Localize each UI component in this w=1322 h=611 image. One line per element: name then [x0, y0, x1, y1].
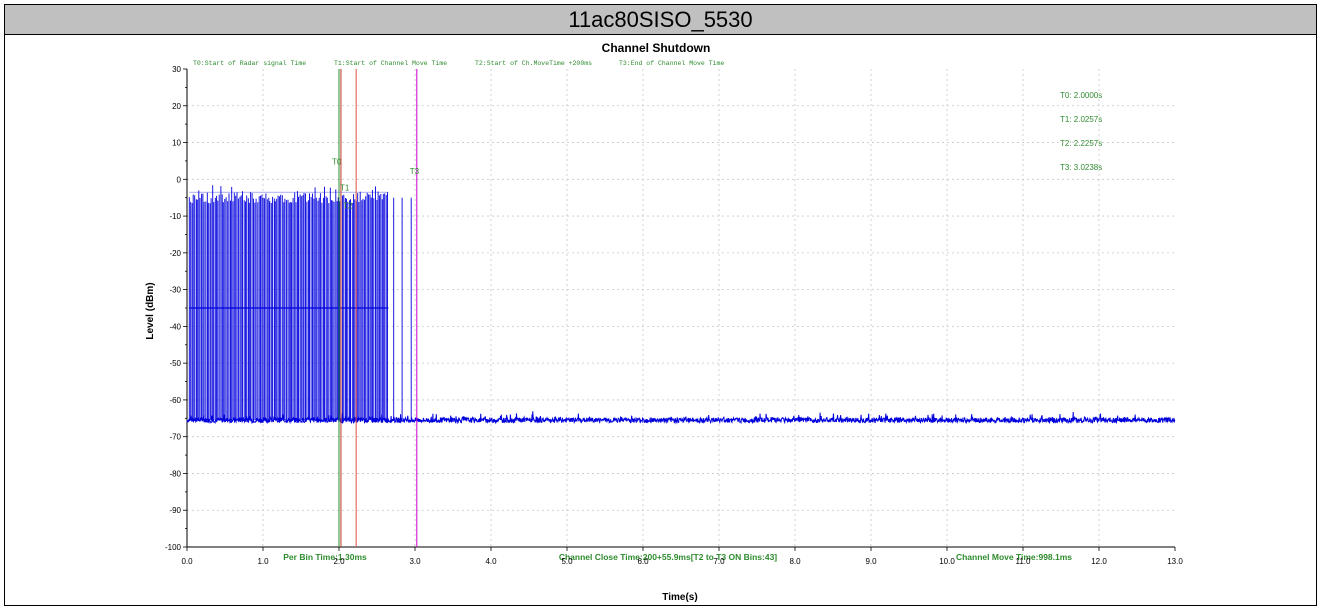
signal-burst-pulses	[188, 185, 412, 421]
x-tick-label: 6.0	[637, 557, 649, 566]
marker-label-t3: T3	[410, 167, 420, 176]
footer-per-bin: Per Bin Time:1.30ms	[283, 552, 367, 562]
x-tick-label: 5.0	[561, 557, 573, 566]
x-tick-label: 13.0	[1167, 557, 1183, 566]
window-title: 11ac80SISO_5530	[5, 5, 1316, 35]
x-tick-label: 12.0	[1091, 557, 1107, 566]
y-tick-label: -60	[169, 396, 181, 405]
readout-t2: T2: 2.2257s	[1060, 139, 1102, 148]
x-tick-label: 9.0	[865, 557, 877, 566]
marker-label-t2: T2	[343, 202, 353, 211]
x-tick-label: 10.0	[939, 557, 955, 566]
legend-note-t1: T1:Start of Channel Move Time	[334, 60, 447, 67]
readout-t1: T1: 2.0257s	[1060, 115, 1102, 124]
y-tick-label: -100	[165, 543, 182, 552]
signal-noise-trace	[186, 411, 1176, 425]
y-tick-label: -30	[169, 286, 181, 295]
plot-area: Channel Shutdown Level (dBm) Time(s) T0:…	[5, 35, 1316, 606]
y-tick-label: 0	[177, 175, 182, 184]
x-axis-label: Time(s)	[662, 592, 697, 603]
x-tick-label: 4.0	[485, 557, 497, 566]
legend-note-t3: T3:End of Channel Move Time	[619, 60, 724, 67]
x-tick-label: 1.0	[257, 557, 269, 566]
y-tick-label: -50	[169, 359, 181, 368]
footer-move-time: Channel Move Time:998.1ms	[956, 552, 1072, 562]
marker-label-t0: T0	[332, 158, 342, 167]
y-tick-label: -70	[169, 433, 181, 442]
footer-close-time: Channel Close Time:200+55.9ms[T2 to T3 O…	[559, 552, 777, 562]
readout-t0: T0: 2.0000s	[1060, 91, 1102, 100]
y-axis-label: Level (dBm)	[145, 282, 156, 339]
x-tick-label: 11.0	[1016, 557, 1032, 566]
y-tick-label: -90	[169, 506, 181, 515]
marker-label-t1: T1	[340, 183, 350, 192]
y-tick-label: 20	[172, 102, 181, 111]
y-tick-label: -10	[169, 212, 181, 221]
x-tick-label: 3.0	[409, 557, 421, 566]
x-tick-label: 0.0	[181, 557, 193, 566]
x-tick-label: 8.0	[789, 557, 801, 566]
y-tick-label: -80	[169, 469, 181, 478]
readout-t3: T3: 3.0238s	[1060, 163, 1102, 172]
y-tick-label: 10	[172, 139, 181, 148]
y-tick-label: -40	[169, 322, 181, 331]
chart-frame: 11ac80SISO_5530 Channel Shutdown Level (…	[4, 4, 1317, 606]
y-tick-label: 30	[172, 65, 181, 74]
legend-note-t0: T0:Start of Radar signal Time	[193, 60, 306, 67]
y-tick-label: -20	[169, 249, 181, 258]
chart-title: Channel Shutdown	[602, 41, 711, 55]
channel-shutdown-chart: Channel Shutdown Level (dBm) Time(s) T0:…	[145, 41, 1183, 603]
legend-note-t2: T2:Start of Ch.MoveTime +200ms	[475, 60, 592, 67]
x-tick-label: 2.0	[333, 557, 345, 566]
x-tick-label: 7.0	[713, 557, 725, 566]
